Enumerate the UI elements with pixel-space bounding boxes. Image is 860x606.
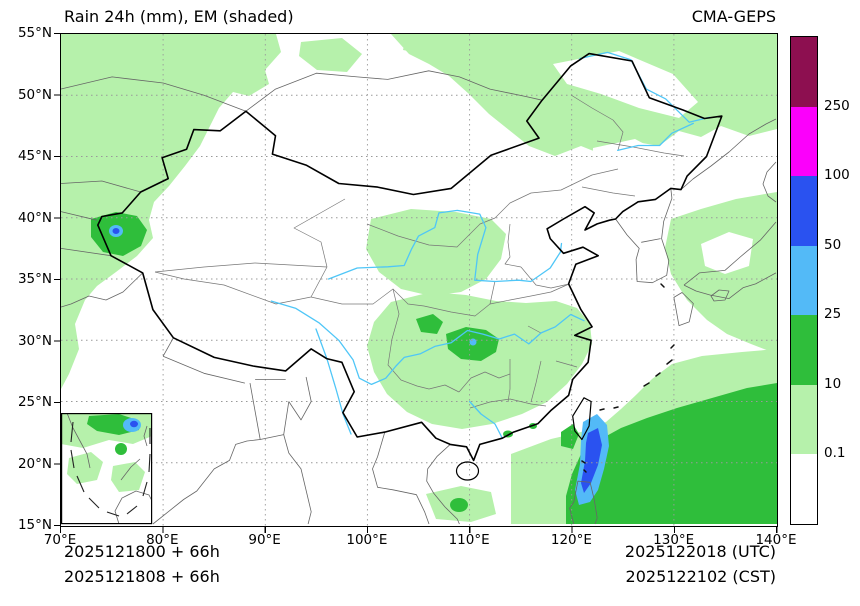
colorbar-segment-gt250 xyxy=(791,37,817,107)
x-tick-label-120e: 120°E xyxy=(550,532,592,548)
colorbar-segment-10-25 xyxy=(791,315,817,385)
y-tick-label-45n: 45°N xyxy=(17,148,52,164)
colorbar-segment-25-50 xyxy=(791,245,817,316)
rain-shading-holes xyxy=(553,51,753,274)
model-label: CMA-GEPS xyxy=(691,7,776,26)
y-tick-label-25n: 25°N xyxy=(17,394,52,410)
graticule xyxy=(61,34,777,526)
x-tick-label-90e: 90°E xyxy=(248,532,281,548)
china-boundary xyxy=(97,52,723,481)
colorbar-label-25: 25 xyxy=(824,306,842,323)
y-tick-label-50n: 50°N xyxy=(17,86,52,103)
valid-time-utc: 2025122018 (UTC) xyxy=(624,542,776,561)
y-tick-label-55n: 55°N xyxy=(17,25,52,41)
colorbar-label-50: 50 xyxy=(824,236,842,253)
valid-time-cst: 2025122102 (CST) xyxy=(625,567,776,586)
province-boundaries xyxy=(154,94,685,409)
colorbar-label-10: 10 xyxy=(824,375,842,392)
colorbar-segment-50-100 xyxy=(791,176,817,246)
page-title: Rain 24h (mm), EM (shaded) xyxy=(64,7,294,26)
x-axis-tick-marks xyxy=(60,527,778,533)
rivers xyxy=(270,51,711,439)
y-tick-label-40n: 40°N xyxy=(17,209,52,226)
y-axis-tick-marks xyxy=(54,33,60,527)
y-tick-label-35n: 35°N xyxy=(17,271,52,287)
x-tick-label-100e: 100°E xyxy=(346,532,388,548)
colorbar-label-250: 250 xyxy=(824,97,850,114)
colorbar-segment-100-250 xyxy=(791,106,817,177)
x-tick-label-70e: 70°E xyxy=(43,532,77,548)
colorbar-segment-0p1-10 xyxy=(791,384,817,455)
x-tick-label-130e: 130°E xyxy=(653,532,695,548)
colorbar xyxy=(790,36,818,525)
y-tick-label-20n: 20°N xyxy=(17,455,52,472)
foreign-boundaries xyxy=(61,70,777,525)
inset-map-south-china-sea xyxy=(61,413,153,525)
y-tick-label-15n: 15°N xyxy=(17,517,52,533)
colorbar-segment-lt0p1 xyxy=(791,454,817,525)
init-time-utc: 2025121800 + 66h xyxy=(64,542,220,561)
x-tick-label-110e: 110°E xyxy=(448,532,490,548)
x-tick-label-140e: 140°E xyxy=(755,532,797,548)
colorbar-label-100: 100 xyxy=(824,167,850,184)
islands xyxy=(581,283,675,473)
init-time-cst: 2025121808 + 66h xyxy=(64,567,220,586)
y-tick-label-30n: 30°N xyxy=(17,332,52,349)
colorbar-label-0p1: 0.1 xyxy=(824,445,846,462)
x-tick-label-80e: 80°E xyxy=(146,532,179,548)
map-canvas xyxy=(60,33,778,527)
